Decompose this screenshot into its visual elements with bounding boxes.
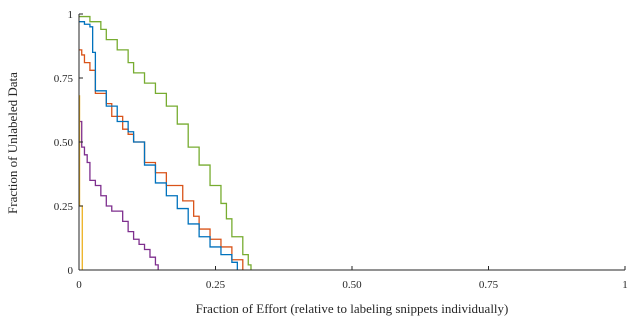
y-tick-label: 1 <box>68 9 74 21</box>
series-layer <box>78 15 252 270</box>
series-line-2 <box>79 49 244 270</box>
x-tick-label: 0.25 <box>206 279 226 291</box>
x-tick-label: 0.75 <box>479 279 499 291</box>
axes-layer <box>78 13 626 271</box>
x-axis-title: Fraction of Effort (relative to labeling… <box>196 301 509 316</box>
x-tick-label: 0 <box>76 279 82 291</box>
x-tick-label: 0.50 <box>342 279 362 291</box>
x-tick-label: 1 <box>622 279 628 291</box>
y-tick-label: 0.50 <box>54 137 74 149</box>
series-line-3 <box>79 21 238 270</box>
y-tick-label: 0.25 <box>54 201 74 213</box>
tick-labels-layer: 0 0.25 0.50 0.75 1 0 0.25 0.50 0.75 1 <box>54 9 628 291</box>
series-line-4 <box>79 120 159 270</box>
y-axis-title: Fraction of Unlabeled Data <box>5 72 20 214</box>
series-line-1 <box>79 15 252 270</box>
y-tick-label: 0 <box>68 265 74 277</box>
y-tick-label: 0.75 <box>54 73 74 85</box>
